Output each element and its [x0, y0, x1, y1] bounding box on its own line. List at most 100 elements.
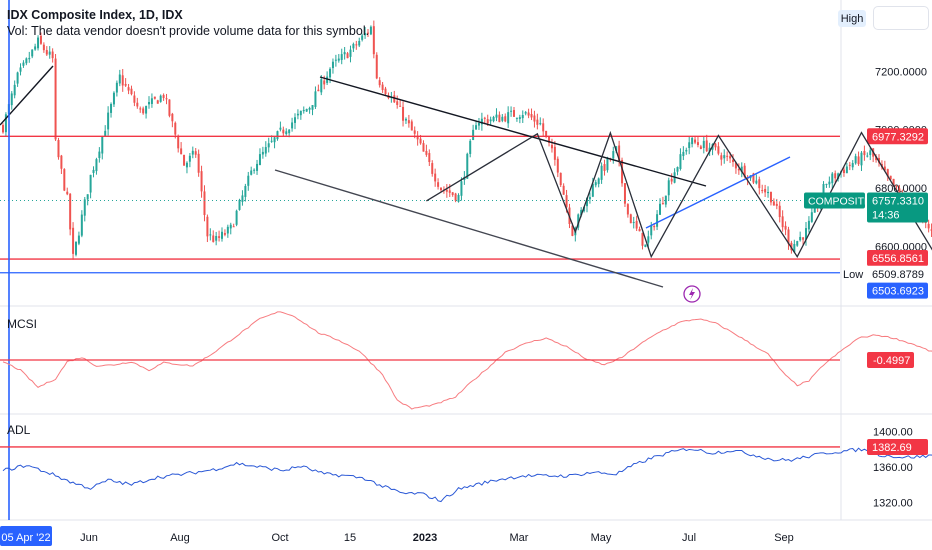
candle-body [641, 232, 644, 246]
candle-body [334, 59, 337, 61]
candle-body [188, 155, 191, 162]
candle-body [565, 195, 568, 208]
candle-body [352, 43, 355, 49]
candle-body [588, 197, 591, 200]
candle-body [623, 183, 626, 204]
candle-body [670, 178, 673, 182]
adl-pane-label: ADL [7, 423, 31, 437]
x-tick-label: Jun [80, 532, 98, 544]
candle-body [696, 142, 699, 146]
candle-body [930, 229, 932, 231]
candle-body [460, 181, 463, 196]
candle-body [203, 191, 206, 216]
candle-body [86, 194, 89, 200]
high-toggle-label[interactable]: High [838, 10, 866, 27]
candle-body [892, 178, 895, 187]
mcsi-line [2, 311, 932, 410]
candle-body [837, 173, 840, 180]
candle-body [591, 183, 594, 197]
chart-grid [0, 0, 932, 521]
candle-body [72, 227, 75, 254]
x-tick-label: 2023 [413, 532, 437, 544]
candle-body [524, 112, 527, 114]
candle-body [778, 205, 781, 218]
x-tick-label: May [591, 532, 612, 544]
candle-body [708, 147, 711, 152]
candle-body [200, 171, 203, 192]
candle-body [661, 203, 664, 205]
x-tick-label: Mar [510, 532, 529, 544]
candle-body [559, 172, 562, 186]
candle-body [527, 112, 530, 116]
candle-body [457, 194, 460, 202]
candle-body [206, 216, 209, 237]
candle-body [296, 113, 299, 116]
candle-body [16, 72, 19, 84]
candle-body [831, 173, 834, 184]
candle-body [320, 79, 323, 93]
candle-body [150, 98, 153, 104]
candle-body [218, 236, 221, 238]
candle-body [653, 226, 656, 228]
candle-body [384, 88, 387, 95]
candle-body [518, 117, 521, 119]
mcsi-pane-label: MCSI [7, 317, 37, 331]
candle-body [475, 125, 478, 130]
x-tick-label: Aug [170, 532, 190, 544]
candle-body [440, 187, 442, 191]
level-value-blue: 6503.6923 [872, 286, 924, 298]
candle-body [629, 214, 632, 224]
candle-body [889, 175, 892, 180]
candle-body [927, 223, 930, 229]
candle-body [19, 67, 22, 72]
candle-body [469, 140, 472, 154]
candle-body [133, 95, 136, 103]
candle-body [863, 150, 866, 156]
candle-body [787, 229, 790, 244]
candle-body [177, 136, 180, 149]
chart-title-row: IDX Composite Index, 1D, IDX [7, 8, 183, 22]
candle-body [705, 140, 708, 152]
candle-body [381, 84, 384, 91]
candle-body [159, 95, 162, 102]
candle-body [183, 154, 186, 166]
candle-body [813, 205, 816, 213]
candle-body [799, 236, 802, 241]
candle-body [413, 130, 416, 134]
candle-body [533, 115, 536, 122]
candle-body [60, 155, 63, 169]
candle-body [115, 82, 118, 93]
candle-body [691, 138, 694, 145]
candle-body [694, 139, 697, 143]
price-tick-label: 6800.0000 [875, 183, 927, 195]
candle-body [223, 233, 226, 235]
candle-body [743, 165, 746, 177]
candle-body [314, 91, 317, 107]
candle-body [130, 88, 133, 95]
candle-body [419, 138, 422, 144]
candle-body [720, 155, 723, 160]
candle-body [851, 163, 854, 168]
candle-body [127, 87, 130, 91]
candle-body [848, 164, 851, 166]
candle-body [422, 143, 425, 152]
candle-body [349, 49, 352, 57]
candle-body [311, 105, 314, 110]
price-scale-toggle-button[interactable] [873, 6, 929, 30]
candle-body [676, 167, 679, 172]
candle-body [603, 164, 606, 171]
candle-body [486, 119, 489, 124]
candle-body [375, 54, 378, 79]
candle-body [145, 106, 148, 114]
candle-body [42, 44, 45, 51]
candle-body [679, 154, 682, 169]
candle-body [857, 156, 860, 165]
candle-body [860, 152, 863, 166]
candle-body [174, 122, 177, 135]
candle-body [212, 235, 215, 242]
candle-body [437, 182, 440, 187]
candle-body [769, 191, 772, 203]
candle-body [288, 129, 291, 134]
candle-body [95, 159, 98, 172]
